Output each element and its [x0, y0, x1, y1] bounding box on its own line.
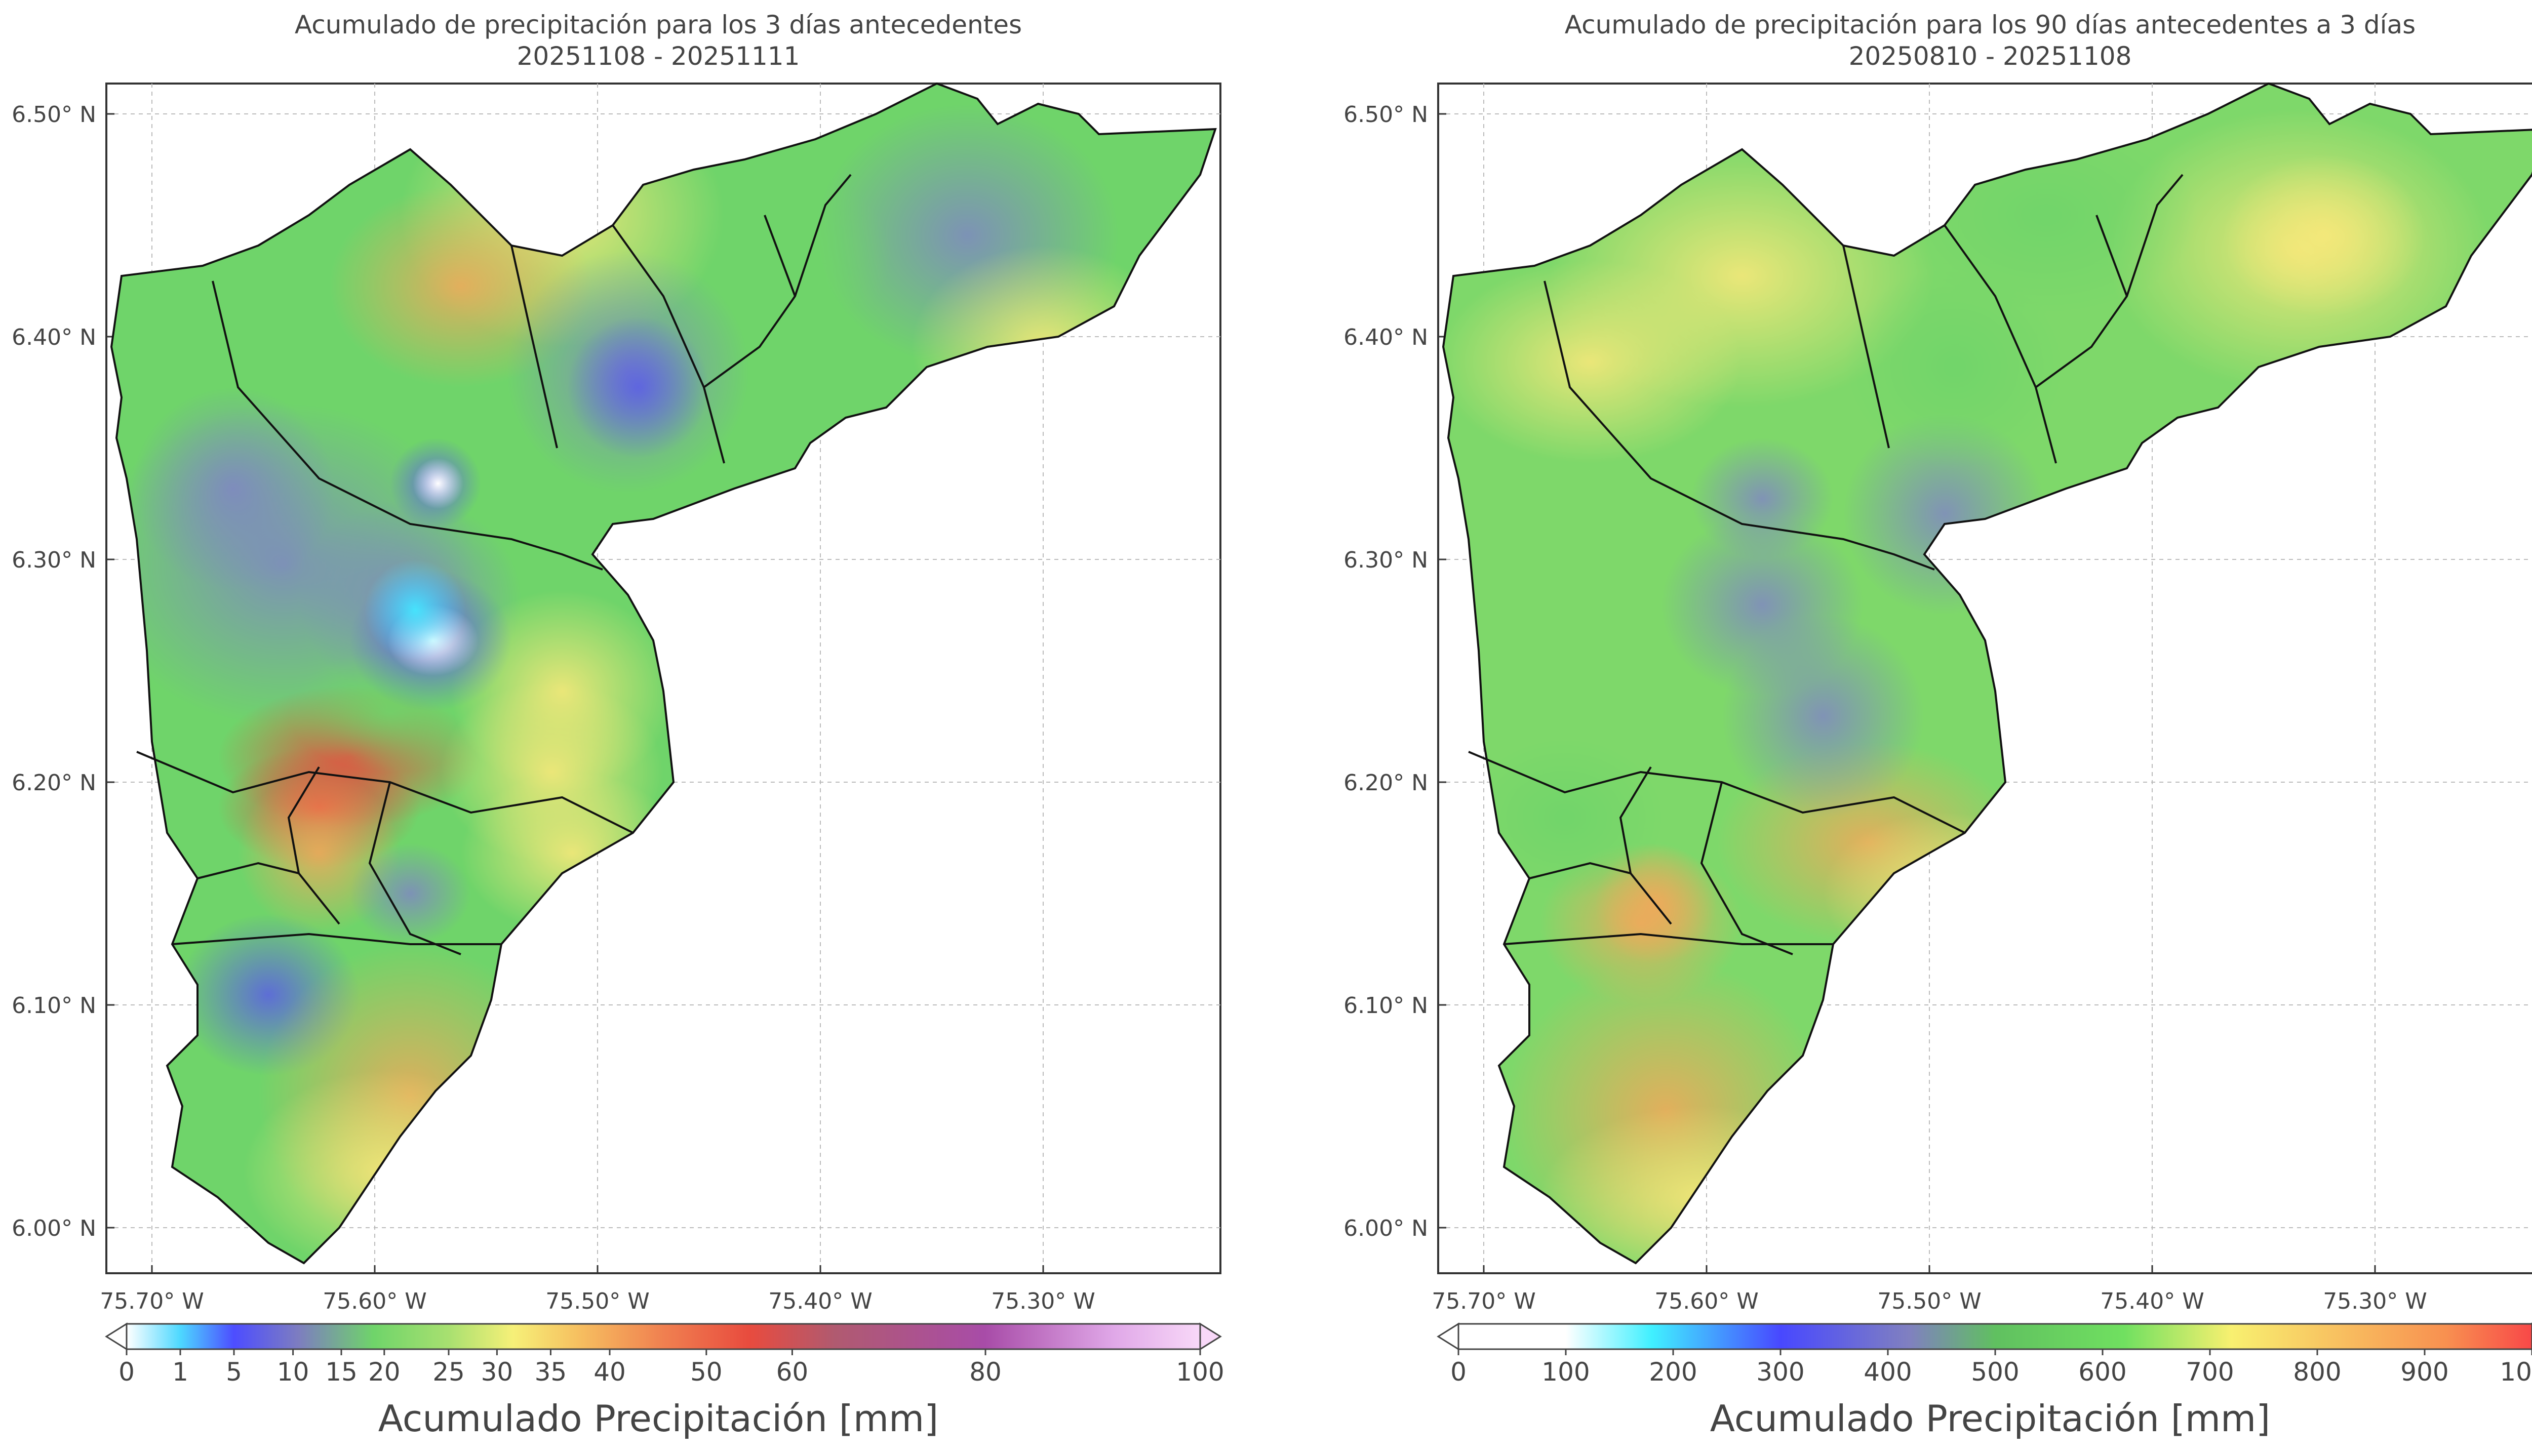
colorbar-tick-label: 800: [2293, 1357, 2341, 1387]
right-colorbar-label: Acumulado Precipitación [mm]: [1710, 1397, 2271, 1440]
left-map-title: Acumulado de precipitación para los 3 dí…: [101, 9, 1215, 72]
field-blob: [413, 458, 463, 509]
colorbar-tick-label: 500: [1971, 1357, 2019, 1387]
field-blob: [349, 843, 471, 944]
colorbar-tick-label: 80: [969, 1357, 1002, 1387]
colorbar-tick-label: 40: [594, 1357, 626, 1387]
colorbar-min-arrow: [105, 1322, 128, 1351]
lon-tick-label: 75.50° W: [1877, 1288, 1981, 1314]
colorbar-tick-label: 0: [1450, 1357, 1467, 1387]
colorbar-tick-label: 1: [172, 1357, 188, 1387]
lon-tick-label: 75.70° W: [100, 1288, 204, 1314]
colorbar-tick-label: 10: [277, 1357, 309, 1387]
colorbar-tick-label: 600: [2078, 1357, 2126, 1387]
colorbar-tick-label: 0: [118, 1357, 135, 1387]
region-outline: [1442, 82, 2532, 1265]
field-blob: [365, 559, 466, 661]
colorbar-tick-label: 30: [481, 1357, 513, 1387]
colorbar-tick-label: 300: [1756, 1357, 1804, 1387]
colorbar-tick-label: 15: [325, 1357, 358, 1387]
lon-tick-label: 75.40° W: [2100, 1288, 2204, 1314]
left-title-line2: 20251108 - 20251111: [517, 42, 800, 71]
colorbar-tick-label: 200: [1649, 1357, 1697, 1387]
lon-tick-label: 75.30° W: [2323, 1288, 2427, 1314]
lat-tick-label: 6.30° N: [1343, 547, 1428, 573]
lat-tick-label: 6.00° N: [1343, 1216, 1428, 1241]
colorbar-max-arrow: [1199, 1322, 1222, 1351]
colorbar-tick-label: 400: [1864, 1357, 1912, 1387]
field-blob: [1722, 615, 1924, 818]
lon-tick-label: 75.40° W: [768, 1288, 872, 1314]
colorbar-tick-label: 60: [776, 1357, 809, 1387]
left-colorbar-label: Acumulado Precipitación [mm]: [378, 1397, 939, 1440]
municipality-border: [197, 862, 299, 879]
municipality-border: [1944, 224, 2057, 464]
municipality-border: [172, 933, 501, 945]
colorbar-tick-label: 900: [2400, 1357, 2448, 1387]
lat-tick-label: 6.40° N: [12, 325, 96, 350]
colorbar-tick-label: 1000: [2500, 1357, 2532, 1387]
right-map-title: Acumulado de precipitación para los 90 d…: [1433, 9, 2532, 72]
field-blob: [132, 387, 334, 590]
lat-tick-label: 6.10° N: [1343, 993, 1428, 1019]
colorbar-tick-label: 700: [2186, 1357, 2234, 1387]
colorbar-tick-label: 20: [368, 1357, 401, 1387]
lon-tick-label: 75.60° W: [1654, 1288, 1758, 1314]
lat-tick-label: 6.30° N: [12, 547, 96, 573]
lat-tick-label: 6.20° N: [1343, 770, 1428, 796]
lat-tick-label: 6.50° N: [1343, 102, 1428, 128]
lat-tick-label: 6.40° N: [1343, 325, 1428, 350]
field-blob: [1843, 266, 2066, 468]
field-blob: [567, 316, 709, 458]
municipality-border: [510, 245, 558, 449]
lon-tick-label: 75.70° W: [1432, 1288, 1535, 1314]
colorbar-tick-label: 25: [432, 1357, 465, 1387]
colorbar-tick-label: 50: [690, 1357, 723, 1387]
municipality-border: [1619, 766, 1672, 925]
field-blob: [689, 175, 891, 337]
colorbar-tick-label: 100: [1176, 1357, 1224, 1387]
municipality-border: [1529, 862, 1631, 879]
colorbar: [126, 1323, 1201, 1350]
municipality-border: [1504, 933, 1833, 945]
colorbar-tick-label: 35: [535, 1357, 567, 1387]
field-blob: [2223, 154, 2426, 316]
right-title-line1: Acumulado de precipitación para los 90 d…: [1564, 10, 2416, 39]
lat-tick-label: 6.50° N: [12, 102, 96, 128]
lon-tick-label: 75.30° W: [991, 1288, 1095, 1314]
lat-tick-label: 6.00° N: [12, 1216, 96, 1241]
colorbar-tick-label: 100: [1541, 1357, 1590, 1387]
lon-tick-label: 75.50° W: [545, 1288, 649, 1314]
colorbar-min-arrow: [1437, 1322, 1459, 1351]
municipality-border: [764, 215, 796, 297]
left-title-line1: Acumulado de precipitación para los 3 dí…: [294, 10, 1022, 39]
municipality-border: [212, 280, 603, 571]
map-panel-left: 6.50° N 6.40° N 6.30° N 6.20° N 6.10° N 6.00°…: [12, 82, 1224, 1387]
field-blob: [1443, 261, 1742, 463]
municipality-border: [1544, 280, 1935, 571]
municipality-border: [287, 766, 340, 925]
municipality-border: [2095, 215, 2128, 297]
lon-tick-label: 75.60° W: [323, 1288, 426, 1314]
municipality-border: [1842, 245, 1890, 449]
map-panel-right: 6.50° N 6.40° N 6.30° N 6.20° N 6.10° N 6.00°…: [1343, 82, 2532, 1387]
lat-tick-label: 6.20° N: [12, 770, 96, 796]
lat-tick-label: 6.10° N: [12, 993, 96, 1019]
colorbar: [1457, 1323, 2532, 1350]
right-title-line2: 20250810 - 20251108: [1848, 42, 2132, 71]
colorbar-tick-label: 5: [226, 1357, 242, 1387]
region-outline: [110, 82, 1217, 1265]
municipality-border: [612, 224, 725, 464]
